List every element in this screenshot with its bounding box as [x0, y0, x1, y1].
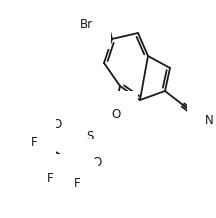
Text: Br: Br: [80, 19, 93, 31]
Text: F: F: [74, 177, 81, 189]
Text: S: S: [86, 129, 94, 143]
Text: O: O: [53, 118, 62, 131]
Text: F: F: [47, 172, 53, 184]
Text: F: F: [31, 136, 38, 148]
Text: O: O: [111, 109, 121, 121]
Text: O: O: [92, 157, 102, 170]
Text: N: N: [205, 114, 214, 126]
